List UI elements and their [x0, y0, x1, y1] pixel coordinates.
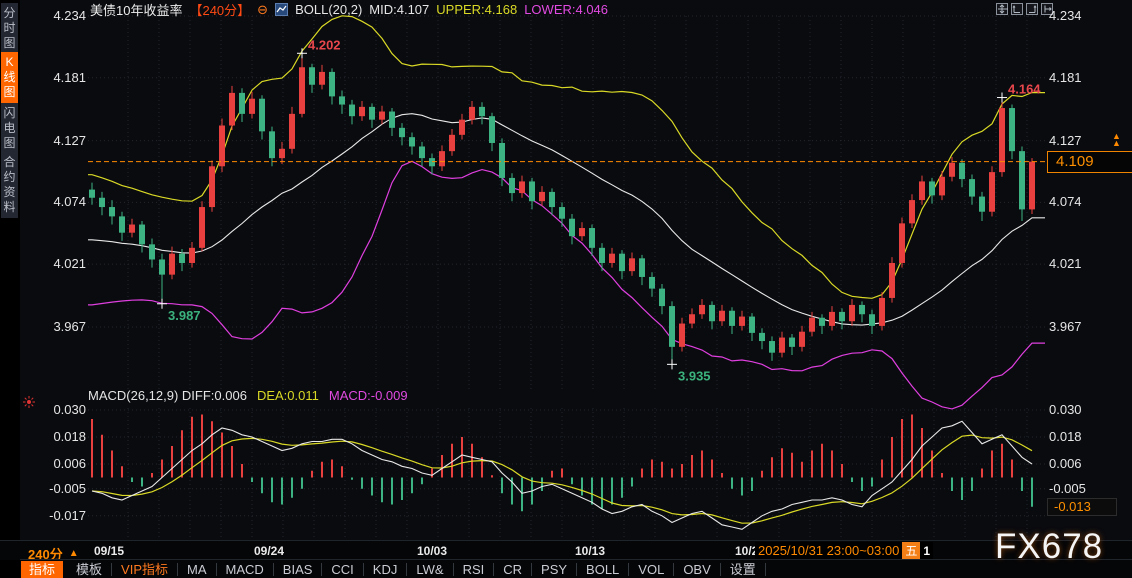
watermark: FX678 — [995, 527, 1104, 566]
line-chart-icon — [275, 2, 289, 17]
price-axis-label-left: 4.021 — [53, 256, 86, 272]
instrument-title: 美债10年收益率 — [90, 2, 183, 18]
price-axis-label-left: 4.127 — [53, 132, 86, 148]
price-axis-label-left: 4.234 — [53, 8, 86, 23]
date-tick-label: 09/15 — [94, 544, 125, 558]
menu-item-模板[interactable]: 模板 — [67, 562, 113, 576]
date-tick-label: 10/13 — [575, 544, 606, 558]
menu-item-设置[interactable]: 设置 — [721, 562, 766, 576]
menu-item-指标[interactable]: 指标 — [21, 560, 64, 578]
fit-x-axis-icon[interactable] — [1011, 2, 1023, 15]
menu-item-VOL[interactable]: VOL — [629, 562, 675, 576]
price-axis-label-left: 3.967 — [53, 319, 86, 335]
interval-label[interactable]: 【240分】 — [189, 2, 251, 18]
high-price-annotation: 4.164 — [1008, 82, 1041, 97]
macd-value-tag: -0.013 — [1047, 497, 1117, 516]
price-axis-label-right: 3.967 — [1049, 319, 1082, 335]
macd-axis-label-left: -0.017 — [49, 507, 86, 523]
tooltip-weekday-badge: 五 — [902, 542, 921, 559]
price-axis-label-left: 4.074 — [53, 194, 86, 210]
menu-item-RSI[interactable]: RSI — [454, 562, 495, 576]
boll-name-label: BOLL(20,2) — [295, 1, 363, 17]
macd-value-label: MACD:-0.009 — [328, 388, 408, 403]
interval-selector[interactable]: 240分 ▲ — [28, 544, 79, 563]
macd-axis-label-left: 0.006 — [53, 456, 86, 471]
move-icon[interactable] — [996, 2, 1008, 15]
menu-item-PSY[interactable]: PSY — [532, 562, 578, 576]
sidebar-tab-kline-chart[interactable]: K线图 — [1, 52, 18, 103]
alert-starburst-icon[interactable] — [22, 395, 36, 414]
sidebar: 分时图 K线图 闪电图 合约资料 — [0, 0, 20, 578]
price-axis-label-right: 4.021 — [1049, 256, 1082, 272]
date-tick-label: 10/2 — [735, 544, 759, 558]
boll-mid-value: MID:4.107 — [369, 1, 430, 17]
macd-axis-label-right: 0.030 — [1049, 402, 1082, 417]
collapse-indicator-icon[interactable]: ⊖ — [257, 1, 269, 17]
price-up-arrows-icon: ▲ ▲ — [1112, 130, 1121, 148]
current-price-tag: 4.109 — [1047, 150, 1132, 173]
menu-item-KDJ[interactable]: KDJ — [364, 562, 408, 576]
menu-item-VIP指标[interactable]: VIP指标 — [112, 562, 178, 576]
macd-axis-label-right: 0.006 — [1049, 456, 1082, 471]
date-tick-label: 10/03 — [417, 544, 448, 558]
boll-upper-value: UPPER:4.168 — [436, 1, 518, 17]
menu-item-BOLL[interactable]: BOLL — [577, 562, 630, 576]
price-axis-label-right: 4.074 — [1049, 194, 1082, 210]
sidebar-tab-contract-info[interactable]: 合约资料 — [1, 152, 18, 218]
pan-right-icon[interactable] — [1041, 2, 1053, 15]
chart-toolbar — [996, 2, 1053, 15]
price-axis-label-left: 4.181 — [53, 69, 86, 85]
chart-header: 美债10年收益率 【240分】 ⊖ BOLL(20,2) MID:4.107 U… — [90, 1, 609, 18]
interval-value: 240分 — [28, 547, 63, 562]
macd-axis-label-left: -0.005 — [49, 480, 86, 496]
sidebar-tab-time-chart[interactable]: 分时图 — [1, 3, 18, 54]
price-axis-label-right: 4.127 — [1049, 132, 1082, 148]
boll-lower-value: LOWER:4.046 — [524, 1, 609, 17]
tooltip-count: 1 — [923, 543, 931, 558]
macd-dea-label: DEA:0.011 — [256, 388, 319, 403]
macd-axis-label-right: -0.005 — [1049, 480, 1086, 496]
indicator-menu-bar: 指标 模板 VIP指标 MA MACD BIAS CCI KDJ LW& RSI CR PSY BOLL… — [20, 559, 1132, 578]
menu-item-BIAS[interactable]: BIAS — [274, 562, 323, 576]
menu-item-OBV[interactable]: OBV — [674, 562, 721, 576]
menu-item-MA[interactable]: MA — [178, 562, 217, 576]
interval-dropdown-icon: ▲ — [68, 547, 79, 559]
date-tick-label: 09/24 — [254, 544, 285, 558]
menu-item-CR[interactable]: CR — [494, 562, 533, 576]
macd-axis-label-left: 0.018 — [53, 429, 86, 444]
macd-axis-label-right: 0.018 — [1049, 429, 1082, 444]
menu-item-LW&[interactable]: LW& — [407, 562, 454, 576]
fit-y-axis-icon[interactable] — [1026, 2, 1038, 15]
price-axis-label-right: 4.234 — [1049, 8, 1082, 23]
low-price-annotation: 3.935 — [678, 368, 711, 383]
price-axis-label-right: 4.181 — [1049, 69, 1082, 85]
macd-axis-label-left: 0.030 — [53, 402, 86, 417]
low-price-annotation: 3.987 — [168, 308, 201, 323]
sidebar-tab-flash-chart[interactable]: 闪电图 — [1, 103, 18, 154]
menu-item-MACD[interactable]: MACD — [217, 562, 274, 576]
macd-diff-label: MACD(26,12,9) DIFF:0.006 — [88, 388, 247, 403]
time-axis-bar: 240分 ▲ 2025/10/31 23:00~03:00 五 1 09/15 0… — [0, 540, 1132, 563]
tooltip-datetime: 2025/10/31 23:00~03:00 — [758, 543, 900, 558]
macd-header: MACD(26,12,9) DIFF:0.006 DEA:0.011 MACD:… — [88, 388, 408, 403]
menu-item-CCI[interactable]: CCI — [322, 562, 364, 576]
bar-time-tooltip: 2025/10/31 23:00~03:00 五 1 — [755, 542, 934, 559]
high-price-annotation: 4.202 — [308, 37, 341, 52]
